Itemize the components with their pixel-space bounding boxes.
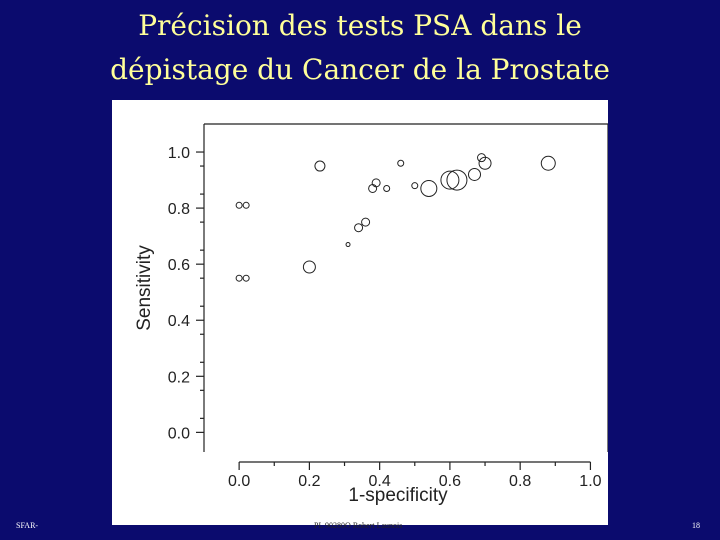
x-tick-label: 1.0 bbox=[579, 473, 601, 490]
data-point bbox=[468, 167, 482, 181]
y-tick-label: 0.8 bbox=[168, 201, 190, 218]
y-tick-label: 0.6 bbox=[168, 257, 190, 274]
footer-right: 18 bbox=[692, 521, 700, 530]
slide-title-line-2: dépistage du Cancer de la Prostate bbox=[110, 53, 610, 86]
chart-panel: 0.0 0.2 0.4 0.6 0.8 1.0 0.0 0.2 0.4 0.6 0.8 1.0 1-s… bbox=[112, 100, 608, 525]
data-point bbox=[235, 201, 243, 209]
slide-title-line-1: Précision des tests PSA dans le bbox=[138, 9, 582, 42]
data-point bbox=[242, 274, 250, 282]
y-axis-label: Sensitivity bbox=[134, 245, 155, 331]
x-tick-label: 0.8 bbox=[509, 473, 531, 490]
data-point bbox=[361, 217, 371, 227]
data-point bbox=[411, 182, 419, 190]
footer-left: SFAR- bbox=[16, 521, 39, 530]
x-tick-label: 0.2 bbox=[298, 473, 320, 490]
x-axis-label: 1-specificity bbox=[348, 485, 448, 506]
chart-points bbox=[235, 153, 556, 282]
scatter-chart: 0.0 0.2 0.4 0.6 0.8 1.0 0.0 0.2 0.4 0.6 0.8 1.0 1-s… bbox=[134, 123, 608, 506]
x-tick-label: 0.4 bbox=[369, 473, 391, 490]
chart-axes: 0.0 0.2 0.4 0.6 0.8 1.0 0.0 0.2 0.4 0.6 0.8 1.0 bbox=[168, 123, 608, 490]
data-point bbox=[383, 184, 391, 192]
data-point bbox=[235, 274, 243, 282]
x-tick-label: 0.0 bbox=[228, 473, 250, 490]
footer-center: PL 90280O Robert Launois bbox=[314, 521, 403, 530]
x-tick-label: 0.6 bbox=[439, 473, 461, 490]
data-point bbox=[371, 178, 381, 188]
data-point bbox=[440, 170, 460, 190]
data-point bbox=[478, 156, 492, 170]
data-point bbox=[420, 179, 438, 197]
data-point bbox=[397, 159, 405, 167]
data-point bbox=[302, 260, 316, 274]
slide-title: Précision des tests PSA dans le dépistag… bbox=[0, 4, 720, 92]
data-point bbox=[242, 201, 250, 209]
y-tick-label: 1.0 bbox=[168, 145, 190, 162]
data-point bbox=[314, 160, 326, 172]
y-tick-label: 0.2 bbox=[168, 369, 190, 386]
data-point bbox=[540, 155, 556, 171]
y-tick-label: 0.0 bbox=[168, 425, 190, 442]
data-point bbox=[345, 242, 351, 248]
data-point bbox=[446, 169, 468, 191]
y-tick-label: 0.4 bbox=[168, 313, 190, 330]
data-point bbox=[354, 223, 364, 233]
